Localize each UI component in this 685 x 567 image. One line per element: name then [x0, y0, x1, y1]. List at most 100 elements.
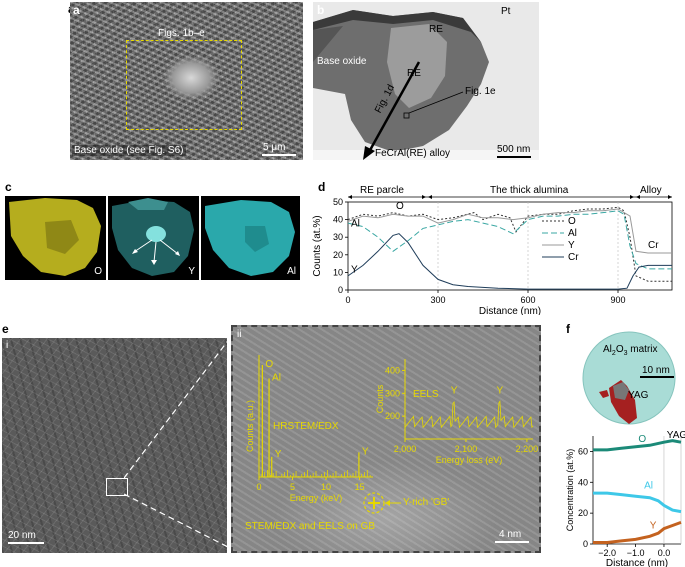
- panel-d-inline-cr: Cr: [648, 240, 659, 251]
- panel-d-xlabel: Distance (nm): [479, 306, 541, 315]
- panel-a-roi-box: [126, 40, 242, 130]
- panel-f-ytick-label: 20: [578, 508, 588, 518]
- panel-b-base-oxide: Base oxide: [317, 56, 367, 67]
- panel-e-eels-plot: 2,000 2,100 2,200 200 300 400 Energy loss (eV)…: [375, 359, 538, 465]
- panel-e-i-roi: [106, 478, 128, 496]
- panel-b-fig1e: Fig. 1e: [465, 86, 496, 97]
- panel-f-ytick-label: 40: [578, 477, 588, 487]
- panel-f-scale-bar: [640, 376, 674, 378]
- edx-peak-label: Al: [272, 372, 281, 383]
- panel-f-ytick-label: 0: [583, 539, 588, 549]
- panel-d-region-re: RE parcle: [360, 185, 404, 196]
- panel-f-series-y: [593, 520, 682, 544]
- eels-edge-label: Y: [496, 385, 503, 396]
- panel-f-atom-probe: [582, 331, 676, 425]
- panel-f-yag-region-label: YAG: [667, 430, 685, 441]
- panel-b-tem-image: b Pt RE RE Base oxide Fig. 1d Fig. 1e Fe…: [313, 2, 539, 160]
- panel-e-ii-spectra: 0 5 10 15 Energy (keV) Counts (a.u.) O Al Y Y 2,0…: [245, 355, 538, 514]
- edx-xtick-label: 15: [355, 482, 365, 492]
- panel-d-xtick-label: 300: [430, 295, 445, 305]
- panel-d-ytick-label: 20: [333, 250, 343, 260]
- panel-e-ii-label: ii: [237, 329, 242, 340]
- panel-d-legend-o: O: [568, 216, 576, 227]
- panel-e-ii-scale-label: 4 nm: [499, 529, 522, 540]
- panel-e-gb-label: Y-rich 'GB': [403, 497, 450, 508]
- eels-edge-label: Y: [451, 385, 458, 396]
- panel-c-map-y-label: Y: [188, 266, 195, 277]
- panel-d-xtick-label: 600: [520, 295, 535, 305]
- panel-d-series-cr: [347, 233, 672, 290]
- panel-d-ytick-label: 10: [333, 267, 343, 277]
- panel-e-eels-label: EELS: [413, 389, 439, 400]
- edx-xtick-label: 0: [256, 482, 261, 492]
- panel-d-ytick-label: 50: [333, 197, 343, 207]
- eels-ytick-label: 400: [385, 365, 400, 375]
- panel-d-ytick-label: 0: [338, 285, 343, 295]
- panel-d-legend-cr: Cr: [568, 252, 579, 263]
- eels-xlabel: Energy loss (eV): [436, 455, 503, 465]
- panel-d-plot-area: 0 300 600 900 0 10 20 30 40 50 Distance (nm) Counts…: [312, 197, 673, 315]
- panel-b-scale-label: 500 nm: [497, 144, 531, 155]
- panel-a-caption: Base oxide (see Fig. S6): [72, 145, 186, 156]
- panel-e-hrstem-label: HRSTEM/EDX: [273, 421, 339, 432]
- panel-letter-e: e: [2, 322, 9, 336]
- panel-e-i-scale-label: 20 nm: [8, 530, 36, 541]
- panel-e-i-label: i: [6, 340, 9, 351]
- panel-f-plot-area: −2.0 −1.0 0.0 0 20 40 60 Distance (nm) Concentra…: [565, 430, 685, 567]
- panel-a-sem-image: Figs. 1b–e Base oxide (see Fig. S6) 5 μm…: [70, 2, 303, 160]
- panel-b-pt-label: Pt: [501, 6, 511, 17]
- panel-b-scale-bar: [497, 156, 531, 158]
- panel-d-inline-o: O: [396, 201, 404, 212]
- panel-f-series-al: [593, 491, 682, 514]
- panel-f-chart: −2.0 −1.0 0.0 0 20 40 60 Distance (nm) Concentra…: [565, 430, 685, 567]
- panel-f-xlabel: Distance (nm): [606, 558, 668, 567]
- edx-xlabel: Energy (keV): [290, 493, 343, 503]
- panel-e-ii-scale-bar: [495, 541, 529, 543]
- panel-f-ylabel: Concentration (at.%): [565, 449, 575, 532]
- panel-b-arrows: [363, 61, 464, 160]
- panel-d-region-alloy: Alloy: [640, 185, 662, 196]
- edx-peak-label: O: [265, 359, 273, 370]
- panel-d-series-y: [347, 208, 672, 254]
- panel-f-matrix-label: Al2O3 matrix: [603, 344, 658, 357]
- panel-f-matrix-sub2: 3: [623, 350, 628, 357]
- panel-b-alloy-label: FeCrAl(RE) alloy: [375, 148, 451, 159]
- panel-d-series-o: [347, 206, 672, 282]
- panel-f-label-y: Y: [650, 521, 657, 532]
- panel-c-map-al: Al: [201, 196, 300, 280]
- panel-b-letter: b: [317, 3, 325, 17]
- panel-d-legend-y: Y: [568, 240, 575, 251]
- panel-e-i-image: i 20 nm: [2, 338, 227, 553]
- edx-peak-label: Y: [275, 449, 282, 460]
- panel-f-matrix-mid: O: [615, 344, 624, 355]
- eels-ytick-label: 300: [385, 388, 400, 398]
- panel-f-xtick-label: 0.0: [658, 548, 671, 558]
- edx-ylabel: Counts (a.u.): [245, 400, 255, 452]
- panel-a-scale-bar: [262, 154, 296, 156]
- panel-d-legend-al: Al: [568, 228, 577, 239]
- panel-f-label-al: Al: [644, 480, 653, 491]
- panel-d-region-alumina: The thick alumina: [490, 185, 569, 196]
- panel-b-svg: [313, 2, 539, 160]
- panel-c-map-al-label: Al: [287, 266, 296, 277]
- panel-f-xtick-label: −1.0: [627, 548, 645, 558]
- eels-xtick-label: 2,100: [455, 444, 478, 454]
- panel-c-map-o-label: O: [94, 266, 102, 277]
- eels-spectrum: [404, 400, 534, 429]
- panel-d-series-al: [347, 210, 672, 270]
- panel-c-map-o: O: [5, 196, 106, 280]
- panel-a-letter-overlay: a: [73, 3, 80, 17]
- panel-letter-c: c: [5, 180, 12, 194]
- panel-f-xtick-label: −2.0: [598, 548, 616, 558]
- panel-d-xtick-label: 0: [345, 295, 350, 305]
- panel-f-scale-label: 10 nm: [642, 365, 670, 376]
- panel-f-series-o: [593, 439, 682, 452]
- panel-e-zoom-lines: [124, 338, 231, 549]
- panel-d-frame: [347, 201, 673, 291]
- eels-ytick-label: 200: [385, 411, 400, 421]
- panel-e-i-scale-bar: [8, 542, 44, 544]
- eels-xtick-label: 2,200: [516, 444, 539, 454]
- edx-xtick-label: 5: [290, 482, 295, 492]
- panel-d-region-arrows: [348, 195, 672, 199]
- panel-d-ytick-label: 30: [333, 232, 343, 242]
